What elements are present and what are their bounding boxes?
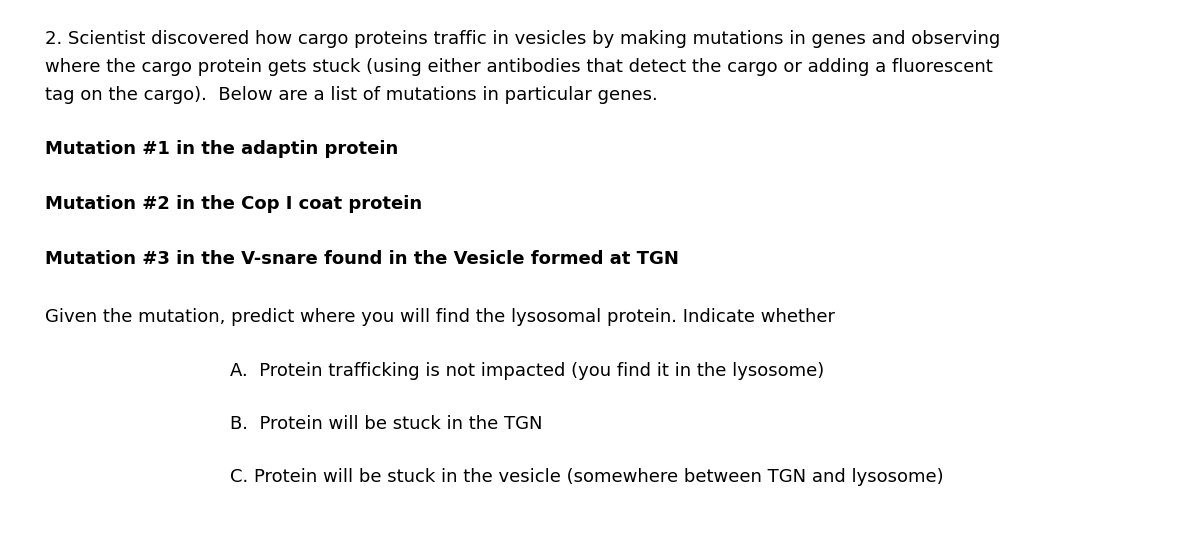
Text: Mutation #2 in the Cop I coat protein: Mutation #2 in the Cop I coat protein bbox=[46, 195, 422, 213]
Text: Given the mutation, predict where you will find the lysosomal protein. Indicate : Given the mutation, predict where you wi… bbox=[46, 308, 835, 326]
Text: B.  Protein will be stuck in the TGN: B. Protein will be stuck in the TGN bbox=[230, 415, 542, 433]
Text: Mutation #3 in the V-snare found in the Vesicle formed at TGN: Mutation #3 in the V-snare found in the … bbox=[46, 250, 679, 268]
Text: where the cargo protein gets stuck (using either antibodies that detect the carg: where the cargo protein gets stuck (usin… bbox=[46, 58, 992, 76]
Text: Mutation #1 in the adaptin protein: Mutation #1 in the adaptin protein bbox=[46, 140, 398, 158]
Text: C. Protein will be stuck in the vesicle (somewhere between TGN and lysosome): C. Protein will be stuck in the vesicle … bbox=[230, 468, 943, 486]
Text: tag on the cargo).  Below are a list of mutations in particular genes.: tag on the cargo). Below are a list of m… bbox=[46, 86, 658, 104]
Text: 2. Scientist discovered how cargo proteins traffic in vesicles by making mutatio: 2. Scientist discovered how cargo protei… bbox=[46, 30, 1001, 48]
Text: A.  Protein trafficking is not impacted (you find it in the lysosome): A. Protein trafficking is not impacted (… bbox=[230, 362, 824, 380]
